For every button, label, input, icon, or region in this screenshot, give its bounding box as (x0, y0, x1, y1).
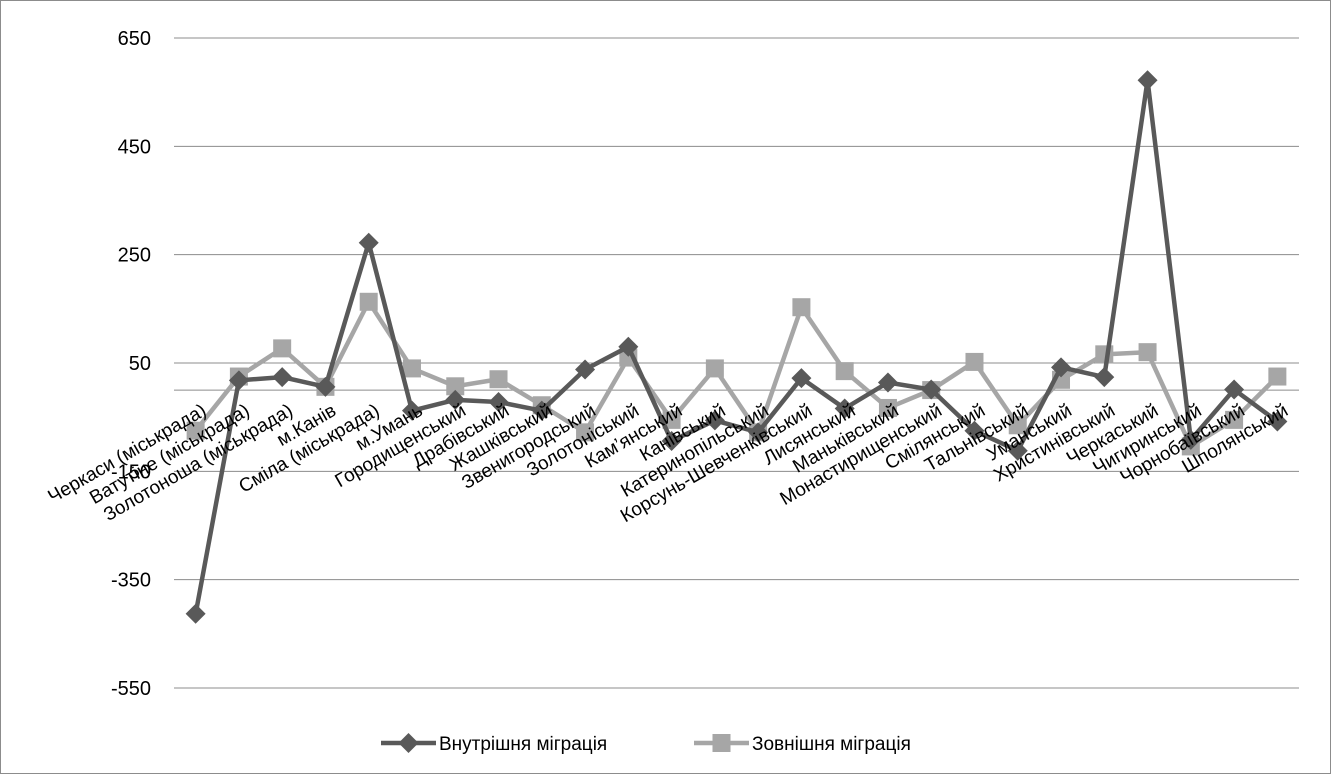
y-tick-label: -150 (111, 461, 151, 483)
y-axis-ticks: -550 -350 -150 50 250 450 650 (111, 28, 151, 700)
legend-marker-diamond-icon (398, 733, 419, 753)
data-point-diamond (704, 410, 725, 431)
data-point-diamond (1094, 367, 1115, 388)
data-point-square (576, 423, 595, 442)
data-point-diamond (877, 372, 898, 393)
data-point-square (402, 359, 421, 378)
data-point-square (186, 421, 205, 440)
data-point-diamond (834, 398, 855, 419)
legend-label: Внутрішня міграція (439, 734, 607, 755)
data-point-diamond (228, 370, 249, 391)
y-tick-label: -550 (111, 678, 151, 700)
data-point-diamond (1007, 440, 1028, 461)
data-point-square (965, 352, 984, 371)
data-point-diamond (185, 603, 206, 624)
data-point-square (792, 298, 811, 317)
data-point-square (273, 339, 292, 358)
y-tick-label: 450 (118, 136, 151, 158)
data-point-diamond (445, 389, 466, 410)
data-point-diamond (358, 232, 379, 253)
data-point-square (1225, 410, 1244, 429)
y-tick-label: 650 (118, 28, 151, 50)
data-point-diamond (1051, 357, 1072, 378)
data-point-diamond (1180, 429, 1201, 450)
data-point-square (446, 377, 465, 396)
data-point-diamond (1224, 379, 1245, 400)
data-point-square (1008, 416, 1027, 435)
data-point-diamond (964, 420, 985, 441)
series-layer (185, 70, 1288, 624)
series-internal-migration (185, 70, 1288, 624)
data-point-diamond (748, 422, 769, 443)
data-point-diamond (1137, 70, 1158, 91)
data-point-square (359, 292, 378, 311)
data-point-diamond (401, 400, 422, 421)
legend: Внутрішня міграція Зовнішня міграція (381, 733, 911, 755)
data-point-diamond (618, 336, 639, 357)
data-point-diamond (575, 359, 596, 380)
data-point-diamond (1267, 411, 1288, 432)
data-point-square (878, 398, 897, 417)
data-point-square (662, 410, 681, 429)
legend-marker-square-icon (712, 734, 731, 752)
data-point-square (1268, 367, 1287, 386)
y-tick-label: -350 (111, 570, 151, 592)
data-point-diamond (921, 379, 942, 400)
category-labels: Черкаси (міськрада)Ватутіне (міськрада)З… (45, 400, 1292, 527)
y-tick-label: 250 (118, 245, 151, 267)
legend-entry: Зовнішня міграція (694, 734, 911, 755)
data-point-diamond (315, 376, 336, 397)
data-point-square (489, 370, 508, 389)
legend-label: Зовнішня міграція (752, 734, 911, 755)
data-point-diamond (488, 392, 509, 412)
data-point-square (1138, 343, 1157, 362)
data-point-square (705, 359, 724, 378)
data-point-diamond (791, 368, 812, 389)
data-point-square (835, 362, 854, 381)
data-point-diamond (531, 400, 552, 421)
y-tick-label: 50 (129, 353, 151, 375)
legend-entry: Внутрішня міграція (381, 733, 607, 755)
data-point-diamond (272, 367, 293, 388)
data-point-diamond (661, 431, 682, 451)
series-line (193, 78, 1279, 615)
gridlines (174, 37, 1299, 689)
